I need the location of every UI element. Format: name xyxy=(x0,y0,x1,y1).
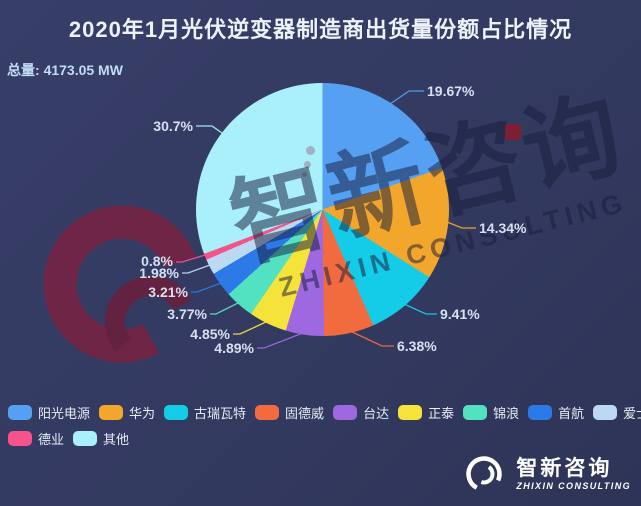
legend-swatch xyxy=(463,404,488,420)
slice-label-爱士惟: 1.98% xyxy=(139,265,179,281)
slice-label-华为: 14.34% xyxy=(479,220,527,236)
slice-label-其他: 30.7% xyxy=(153,118,193,134)
legend-swatch xyxy=(255,404,280,420)
legend-item-其他: 其他 xyxy=(73,429,129,448)
legend-item-首航: 首航 xyxy=(528,403,584,422)
legend-label: 台达 xyxy=(363,405,390,421)
watermark-red-dot xyxy=(505,124,521,140)
slice-label-正泰: 4.85% xyxy=(190,326,230,342)
legend-item-台达: 台达 xyxy=(333,403,389,422)
legend-swatch xyxy=(164,404,189,420)
slice-label-古瑞瓦特: 9.41% xyxy=(440,306,480,322)
leader-line xyxy=(257,332,304,349)
legend-label: 德业 xyxy=(38,431,65,447)
legend: 阳光电源 华为 古瑞瓦特 固德威 台达 正泰 锦浪 首航 爱士惟 德业 其他 xyxy=(0,401,641,453)
legend-item-锦浪: 锦浪 xyxy=(463,403,519,422)
legend-swatch xyxy=(593,404,618,420)
slice-label-德业: 0.8% xyxy=(141,253,173,269)
slice-label-阳光电源: 19.67% xyxy=(427,83,475,99)
legend-label: 固德威 xyxy=(285,405,325,421)
legend-label: 其他 xyxy=(103,431,130,447)
legend-row: 德业 其他 xyxy=(8,427,641,449)
slice-label-台达: 4.89% xyxy=(214,340,254,356)
legend-item-华为: 华为 xyxy=(99,403,155,422)
legend-swatch xyxy=(99,404,124,420)
total-label: 总量: xyxy=(7,62,40,78)
brand-logo-icon xyxy=(466,456,503,492)
leader-line xyxy=(446,221,476,229)
leader-line xyxy=(349,330,394,347)
slice-label-固德威: 6.38% xyxy=(397,338,437,354)
slice-label-锦浪: 3.77% xyxy=(167,306,207,322)
brand-name-en: ZHIXIN CONSULTING xyxy=(516,480,631,491)
legend-label: 古瑞瓦特 xyxy=(194,405,247,421)
legend-label: 爱士惟 xyxy=(623,405,641,421)
legend-swatch xyxy=(333,404,358,420)
legend-swatch xyxy=(73,430,98,446)
leader-line xyxy=(196,125,223,134)
brand-logo-text: 智新咨询 ZHIXIN CONSULTING xyxy=(516,457,631,490)
legend-row: 阳光电源 华为 古瑞瓦特 固德威 台达 正泰 锦浪 首航 爱士惟 xyxy=(8,401,641,423)
legend-item-固德威: 固德威 xyxy=(255,403,324,422)
legend-swatch xyxy=(398,404,423,420)
total-shipments: 总量: 4173.05 MW xyxy=(7,60,123,80)
watermark-bubble xyxy=(302,172,307,177)
legend-label: 正泰 xyxy=(428,405,455,421)
pie-chart xyxy=(196,83,449,336)
legend-item-古瑞瓦特: 古瑞瓦特 xyxy=(164,403,246,422)
slice-label-首航: 3.21% xyxy=(148,284,188,300)
total-value: 4173.05 MW xyxy=(43,62,123,78)
legend-item-正泰: 正泰 xyxy=(398,403,454,422)
brand-name-cn: 智新咨询 xyxy=(516,457,613,481)
legend-swatch xyxy=(8,404,32,420)
legend-label: 锦浪 xyxy=(493,405,520,421)
leader-line xyxy=(210,301,241,315)
legend-item-爱士惟: 爱士惟 xyxy=(593,403,641,422)
watermark-bubble xyxy=(306,146,315,155)
legend-label: 阳光电源 xyxy=(38,405,91,421)
legend-swatch xyxy=(528,404,553,420)
leader-line xyxy=(233,320,269,335)
legend-label: 华为 xyxy=(129,405,156,421)
legend-item-德业: 德业 xyxy=(8,429,64,448)
legend-swatch xyxy=(8,430,32,446)
leader-line xyxy=(403,303,437,315)
legend-label: 首航 xyxy=(558,405,585,421)
leader-line xyxy=(389,90,424,105)
watermark-bubble xyxy=(304,161,311,168)
page-title: 2020年1月光伏逆变器制造商出货量份额占比情况 xyxy=(68,17,573,42)
legend-item-阳光电源: 阳光电源 xyxy=(8,403,90,422)
brand-logo: 智新咨询 ZHIXIN CONSULTING xyxy=(462,452,631,496)
